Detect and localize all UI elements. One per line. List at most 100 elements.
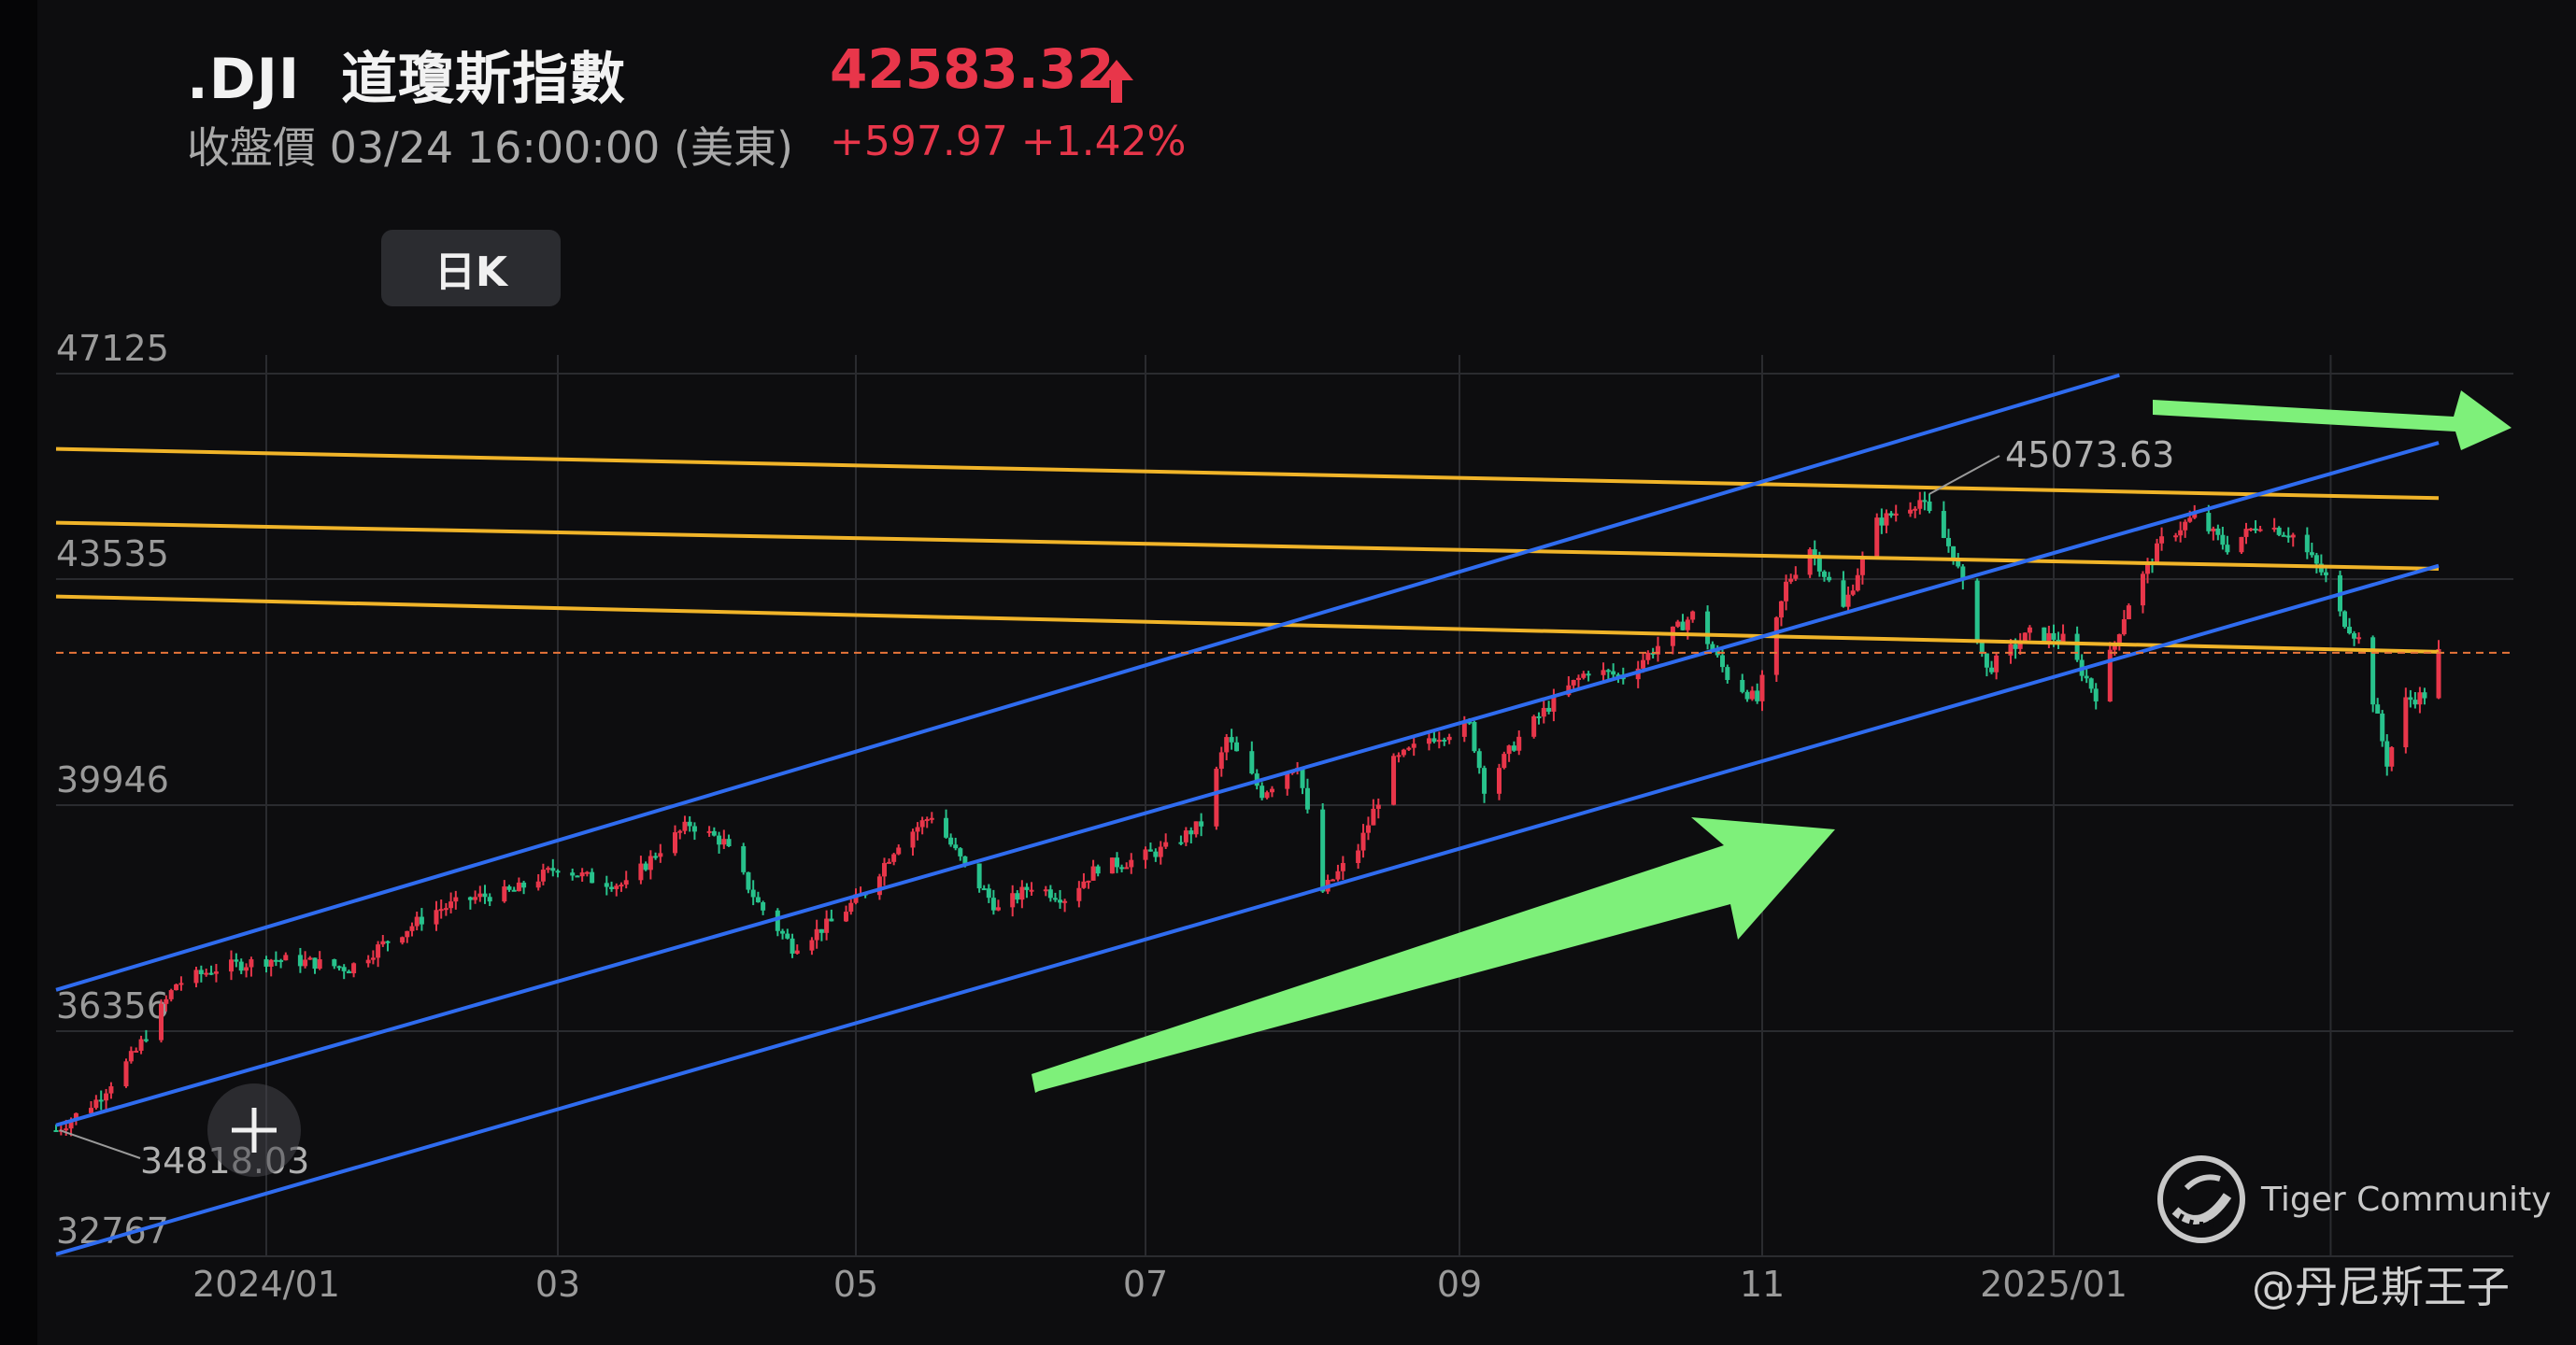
- candle-body: [1260, 786, 1265, 799]
- candle-body: [2088, 678, 2094, 689]
- candle-body: [1994, 655, 2000, 672]
- candle-body: [2253, 528, 2258, 531]
- x-tick-label: 07: [1123, 1264, 1168, 1305]
- y-tick-label: 47125: [56, 328, 169, 369]
- candle-body: [1816, 556, 1822, 572]
- candle-body: [1095, 866, 1101, 874]
- candle-body: [1601, 670, 1606, 675]
- candle-body: [687, 821, 692, 827]
- candle-body: [1019, 886, 1025, 900]
- left-edge-strip: [0, 0, 37, 1345]
- candle-body: [1335, 871, 1341, 880]
- candle-body: [1178, 842, 1184, 844]
- candle-body: [1024, 886, 1030, 890]
- candle-body: [1922, 500, 1928, 503]
- candle-body: [1773, 617, 1779, 675]
- candle-body: [1511, 745, 1516, 751]
- candle-body: [2116, 634, 2122, 643]
- candle-body: [1884, 513, 1889, 526]
- candle-body: [1446, 736, 1452, 741]
- grid-lines: [56, 355, 2513, 1257]
- candle-series: [53, 491, 2441, 1137]
- add-drawing-button[interactable]: [207, 1083, 301, 1177]
- tiger-logo-icon: [2157, 1155, 2245, 1243]
- candle-body: [2187, 517, 2193, 522]
- candle-body: [2027, 627, 2032, 633]
- close-status-line: 收盤價 03/24 16:00:00 (美東): [187, 122, 793, 173]
- candle-body: [962, 856, 968, 864]
- candle-body: [682, 821, 688, 831]
- candle-body: [104, 1093, 109, 1101]
- candle-body: [717, 835, 722, 845]
- candle-body: [1109, 857, 1115, 874]
- candle-body: [283, 955, 289, 961]
- candle-body: [1541, 707, 1546, 717]
- candle-body: [814, 928, 819, 941]
- candle-body: [1793, 574, 1799, 579]
- candle-body: [775, 910, 780, 931]
- candle-body: [1575, 677, 1581, 680]
- candle-body: [1234, 742, 1240, 752]
- candle-body: [604, 883, 609, 887]
- low-leader-line: [59, 1129, 141, 1159]
- candle-body: [193, 970, 199, 984]
- candle-body: [540, 870, 546, 882]
- candle-body: [1812, 549, 1817, 557]
- candle-body: [405, 930, 410, 938]
- candle-body: [1501, 754, 1507, 769]
- candle-body: [575, 875, 580, 878]
- candle-body: [376, 944, 381, 958]
- candle-body: [1264, 792, 1270, 799]
- candle-body: [794, 950, 800, 954]
- candle-body: [1546, 707, 1552, 712]
- candle-body: [1476, 751, 1482, 769]
- resistance-line: [55, 594, 2440, 654]
- candle-body: [53, 1130, 59, 1133]
- candle-body: [2313, 555, 2319, 564]
- candle-body: [844, 912, 849, 922]
- candle-body: [123, 1061, 129, 1087]
- candle-body: [677, 830, 683, 833]
- candle-body: [159, 1003, 164, 1041]
- uptrend-arrow-icon: [1032, 817, 1835, 1093]
- period-daily-button[interactable]: 日K: [381, 230, 561, 306]
- x-axis-ticks: 2024/01 03 05 07 09 11 2025/01: [192, 1264, 2128, 1305]
- candle-body: [2220, 534, 2226, 545]
- candle-body: [1401, 749, 1406, 756]
- candle-body: [1581, 673, 1587, 678]
- candle-body: [706, 830, 712, 833]
- y-tick-label: 36356: [56, 985, 169, 1026]
- candle-body: [1183, 830, 1188, 842]
- author-watermark: @丹尼斯王子: [2252, 1262, 2510, 1312]
- candle-body: [64, 1128, 69, 1131]
- candle-body: [1340, 863, 1345, 871]
- candle-body: [1304, 787, 1310, 810]
- candle-body: [1893, 513, 1899, 517]
- candle-body: [2323, 572, 2328, 575]
- candle-body: [1396, 755, 1402, 757]
- y-axis-ticks: 47125 43535 39946 36356 32767: [56, 328, 169, 1252]
- candle-body: [1124, 867, 1130, 870]
- candle-body: [2342, 611, 2348, 628]
- candle-body: [755, 897, 761, 903]
- candle-body: [546, 868, 551, 871]
- candle-body: [948, 837, 954, 845]
- candle-body: [1744, 691, 1750, 700]
- candle-body: [721, 839, 727, 845]
- candle-body: [976, 863, 982, 889]
- candle-body: [1442, 739, 1447, 742]
- candle-body: [98, 1099, 104, 1102]
- candle-body: [818, 928, 824, 933]
- candle-body: [876, 876, 882, 896]
- candle-body: [1047, 889, 1053, 899]
- plus-icon: [232, 1108, 277, 1153]
- candle-body: [2304, 534, 2310, 553]
- candle-body: [780, 930, 786, 934]
- ticker-title: .DJI 道瓊斯指數: [187, 34, 626, 115]
- candle-body: [1143, 849, 1148, 860]
- candle-body: [1951, 545, 1957, 559]
- candle-body: [1086, 880, 1091, 883]
- candle-body: [910, 831, 916, 848]
- candle-body: [981, 888, 987, 891]
